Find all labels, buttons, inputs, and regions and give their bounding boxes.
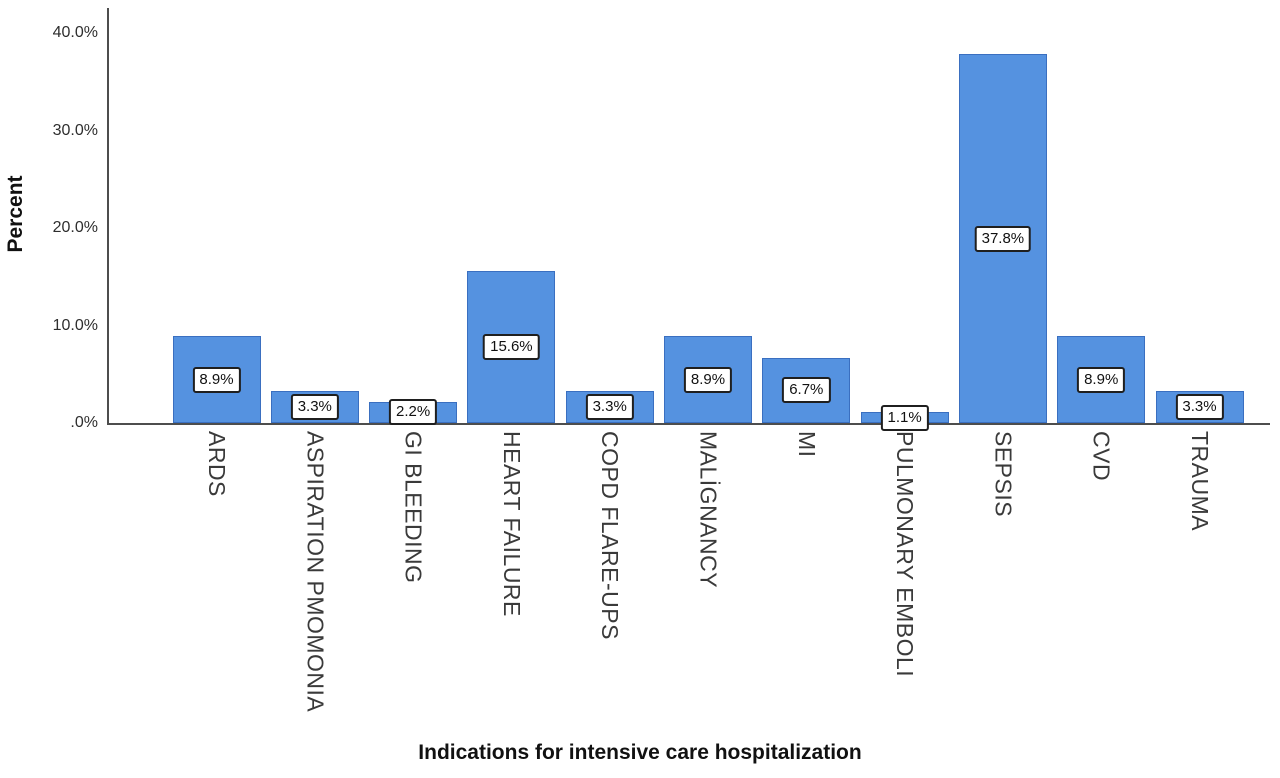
bar-value-label: 3.3% <box>290 393 339 420</box>
bar-value-label: 8.9% <box>192 366 241 393</box>
x-axis-line <box>107 423 1270 425</box>
bar-value-label: 2.2% <box>388 399 438 426</box>
x-category-label-sepsis: SEPSIS <box>990 431 1017 518</box>
bar-value-label: 15.6% <box>483 333 540 360</box>
x-category-label-mi: MI <box>793 431 820 458</box>
bar-value-label: 37.8% <box>974 225 1032 252</box>
bar-value-label: 3.3% <box>585 393 634 420</box>
x-category-label-cvd: CVD <box>1088 431 1115 482</box>
bar-value-label: 6.7% <box>782 377 831 404</box>
y-tick-label: 40.0% <box>52 24 98 41</box>
y-tick-label: 10.0% <box>52 316 98 334</box>
y-tick-label: .0% <box>70 414 98 431</box>
x-category-label-pulmonary-emboli: PULMONARY EMBOLI <box>892 431 919 678</box>
bar-value-label: 8.9% <box>683 366 733 393</box>
y-axis-line <box>107 8 109 425</box>
x-category-label-aspiration-pmomonia: ASPIRATION PMOMONIA <box>302 431 329 713</box>
x-category-label-ards: ARDS <box>204 431 230 497</box>
x-category-label-trauma: TRAUMA <box>1187 431 1213 532</box>
bar-ards <box>172 336 261 423</box>
y-tick-label: 30.0% <box>52 121 98 139</box>
bar-value-label: 1.1% <box>880 404 929 431</box>
x-axis-title: Indications for intensive care hospitali… <box>418 741 862 764</box>
y-axis-label: Percent <box>4 175 27 253</box>
bar-value-label: 8.9% <box>1077 366 1126 393</box>
bar-value-label: 3.3% <box>1175 393 1224 420</box>
x-category-label-copd-flare-ups: COPD FLARE-UPS <box>597 431 624 640</box>
x-category-label-mali-gnancy: MALİGNANCY <box>695 431 722 589</box>
x-category-label-heart-failure: HEART FAILURE <box>498 431 525 617</box>
y-tick-label: 20.0% <box>52 219 98 236</box>
bar-heart-failure <box>467 270 556 423</box>
x-category-label-gi-bleeding: GI BLEEDING <box>400 431 427 584</box>
